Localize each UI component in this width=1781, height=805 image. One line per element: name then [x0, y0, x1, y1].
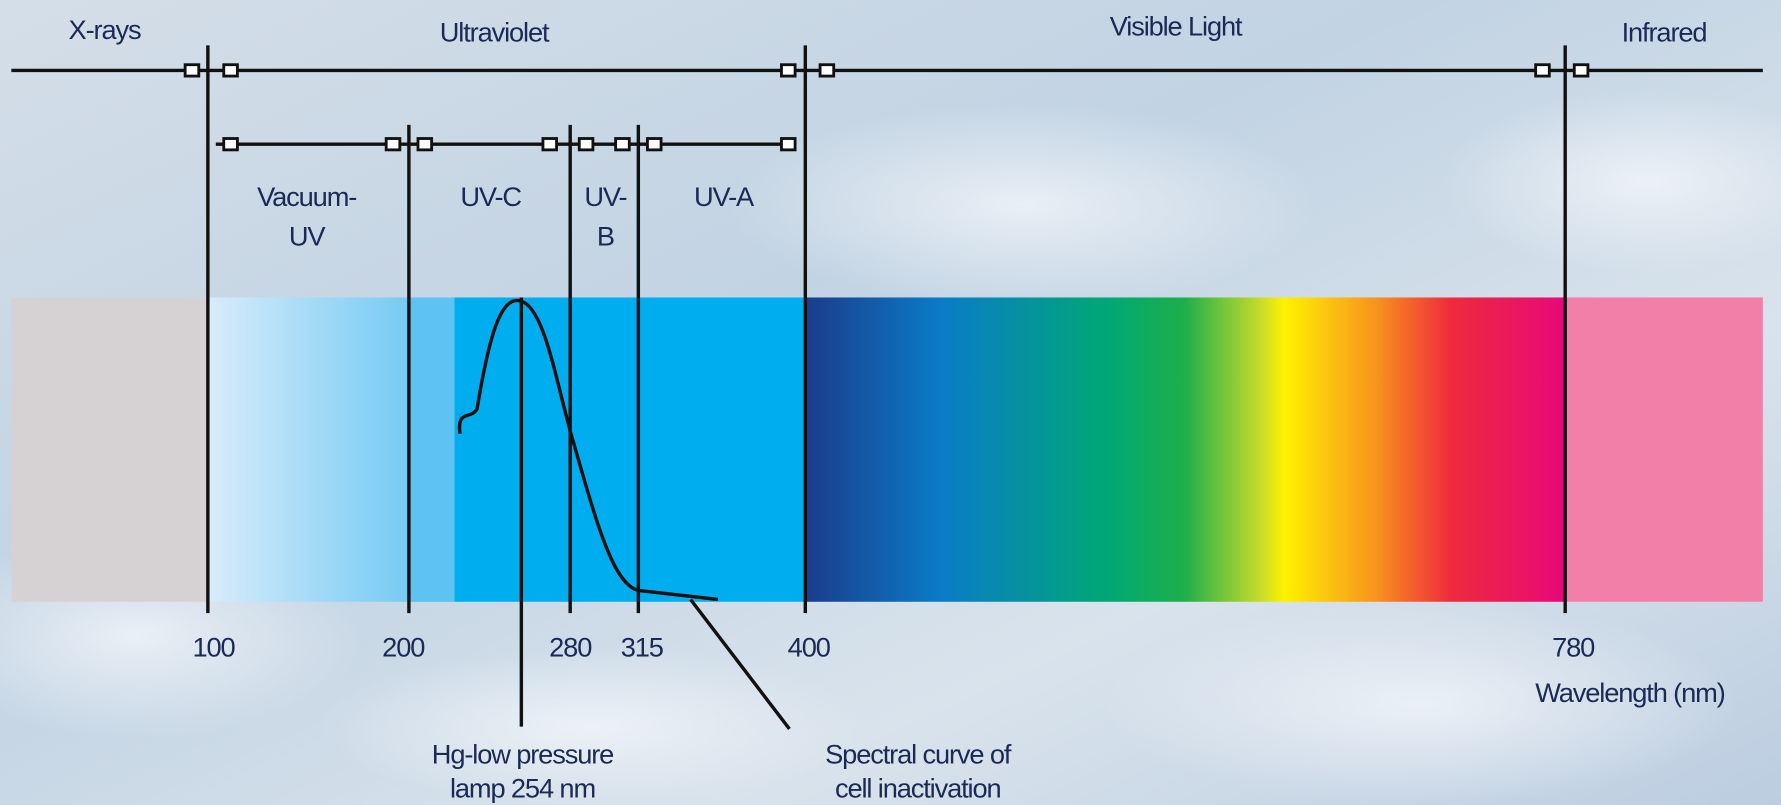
wavelength-label: 780 [1552, 632, 1595, 663]
range-marker [386, 139, 400, 150]
uv-band-label: UV [289, 221, 327, 252]
range-marker [781, 139, 795, 150]
range-marker [185, 65, 199, 76]
annotation: Spectral curve of [825, 738, 1012, 769]
wavelength-label: 315 [621, 632, 664, 663]
region-label: Visible Light [1110, 11, 1243, 42]
wavelength-label: 280 [549, 632, 592, 663]
range-marker [1574, 65, 1588, 76]
range-marker [543, 139, 557, 150]
range-marker [224, 139, 238, 150]
wavelength-label: 100 [193, 632, 236, 663]
range-marker [820, 65, 834, 76]
uv-band-label: UV-A [694, 181, 755, 212]
axis-label: Wavelength (nm) [1535, 677, 1725, 708]
uv-band-label: B [597, 221, 614, 252]
uv-band-label: Vacuum- [257, 181, 356, 212]
annotation: cell inactivation [835, 772, 1001, 803]
uv-band-label: UV- [584, 181, 626, 212]
range-marker [224, 65, 238, 76]
annotation: lamp 254 nm [450, 772, 595, 803]
uv-band-label: UV-C [460, 181, 521, 212]
annotation: Hg-low pressure [432, 738, 613, 769]
range-marker [579, 139, 593, 150]
range-marker [1536, 65, 1550, 76]
spectrum-diagram: X-rays Ultraviolet Visible Light Infrared Va… [0, 0, 1781, 805]
range-marker [616, 139, 630, 150]
region-label: X-rays [69, 14, 141, 45]
region-label: Infrared [1622, 16, 1707, 47]
region-label: Ultraviolet [440, 16, 550, 47]
range-marker [781, 65, 795, 76]
range-marker [418, 139, 432, 150]
range-marker [647, 139, 661, 150]
spectrum-bar [11, 297, 1762, 601]
page: {"regions": ["X-rays", "Ultraviolet", "V… [0, 0, 1781, 805]
wavelength-label: 200 [382, 632, 425, 663]
wavelength-label: 400 [788, 632, 831, 663]
